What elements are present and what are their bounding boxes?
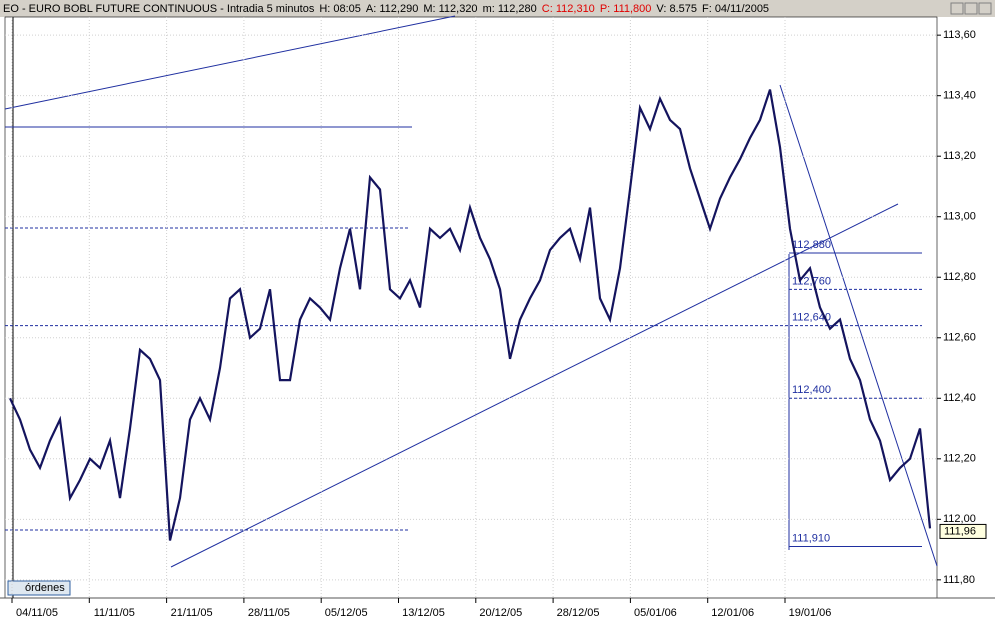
y-tick-label: 113,40 <box>943 90 976 102</box>
quote-item: M: 112,320 <box>423 3 477 15</box>
y-tick-label: 113,00 <box>943 211 976 223</box>
quote-item: F: 04/11/2005 <box>702 3 769 15</box>
quote-item: C: 112,310 <box>542 3 595 15</box>
trendline <box>779 84 938 567</box>
quote-item: P: 111,800 <box>600 3 652 15</box>
y-tick-label: 113,60 <box>943 29 976 41</box>
quote-item: V: 8.575 <box>656 3 697 15</box>
x-tick-label: 12/01/06 <box>711 607 754 619</box>
close-button[interactable] <box>978 2 992 15</box>
y-tick-label: 112,20 <box>943 453 976 465</box>
x-tick-label: 28/12/05 <box>557 607 600 619</box>
title-text: EO - EURO BOBL FUTURE CONTINUOUS - Intra… <box>3 3 769 15</box>
title-bar <box>0 0 995 17</box>
quote-item: A: 112,290 <box>366 3 418 15</box>
level-label: 112,400 <box>792 384 831 396</box>
orders-button-label[interactable]: órdenes <box>25 582 65 594</box>
x-tick-label: 04/11/05 <box>16 607 58 619</box>
minimize-button[interactable] <box>950 2 964 15</box>
orders-button[interactable]: órdenes <box>7 580 71 596</box>
last-price-label: 111,96 <box>944 525 976 537</box>
y-tick-label: 111,80 <box>943 574 975 586</box>
chart-title: EO - EURO BOBL FUTURE CONTINUOUS - Intra… <box>3 3 315 15</box>
level-label: 111,910 <box>792 532 830 544</box>
orders-button-box[interactable] <box>7 580 71 596</box>
maximize-button[interactable] <box>964 2 978 15</box>
y-tick-label: 112,80 <box>943 271 976 283</box>
x-tick-label: 20/12/05 <box>479 607 522 619</box>
trendline <box>4 15 456 110</box>
x-tick-label: 13/12/05 <box>402 607 445 619</box>
x-tick-label: 19/01/06 <box>789 607 832 619</box>
y-tick-label: 112,40 <box>943 392 976 404</box>
y-tick-label: 113,20 <box>943 150 976 162</box>
x-tick-label: 05/12/05 <box>325 607 368 619</box>
level-label: 112,640 <box>792 312 831 324</box>
y-tick-label: 112,60 <box>943 332 976 344</box>
last-price-box <box>939 523 987 539</box>
y-tick-label: 112,00 <box>943 513 976 525</box>
x-tick-label: 11/11/05 <box>94 607 135 619</box>
x-tick-label: 28/11/05 <box>248 607 290 619</box>
trendline <box>170 203 899 568</box>
level-label: 112,880 <box>792 239 831 251</box>
quote-item: H: 08:05 <box>319 3 361 15</box>
x-tick-label: 21/11/05 <box>171 607 213 619</box>
window-buttons[interactable] <box>950 2 992 15</box>
quote-item: m: 112,280 <box>483 3 537 15</box>
x-tick-label: 05/01/06 <box>634 607 677 619</box>
price-line <box>9 89 932 541</box>
plot-area <box>4 16 938 599</box>
